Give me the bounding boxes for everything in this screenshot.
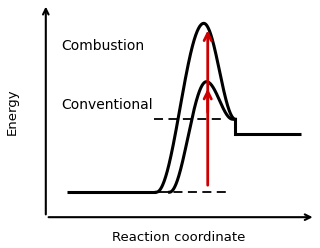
Text: Combustion: Combustion [61,39,145,53]
Text: Energy: Energy [6,89,19,135]
Text: Conventional: Conventional [61,98,153,112]
Text: Reaction coordinate: Reaction coordinate [112,231,246,244]
